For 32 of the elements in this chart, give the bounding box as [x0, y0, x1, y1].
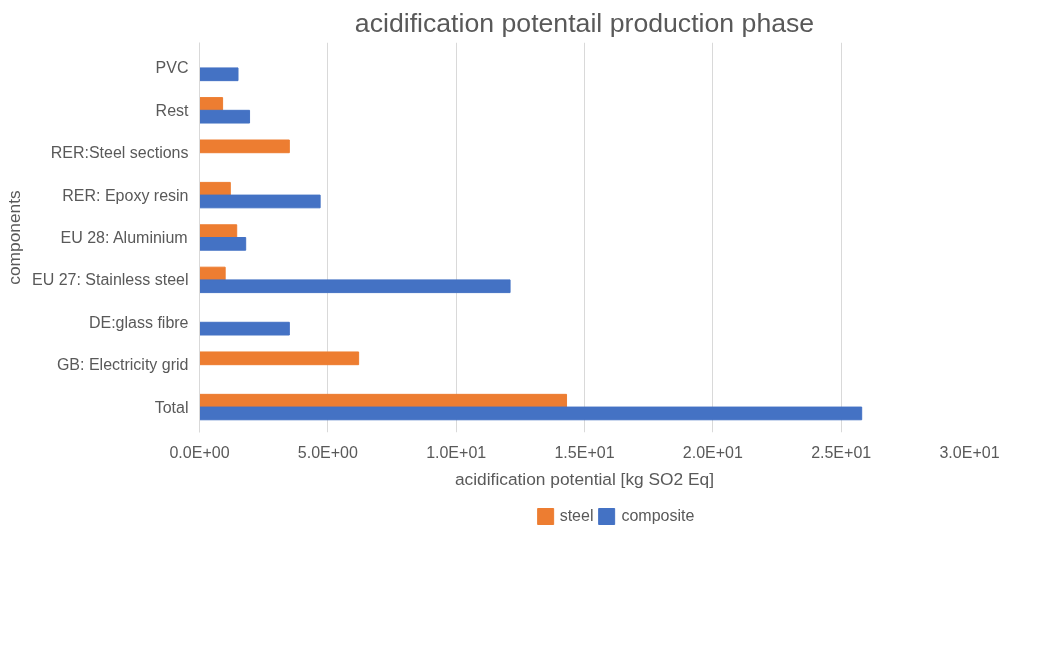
bar [199, 67, 239, 82]
x-tick-label: 2.5E+01 [811, 443, 872, 461]
y-tick-label: GB: Electricity grid [56, 356, 189, 374]
bar [199, 97, 224, 111]
legend-label: steel [559, 507, 594, 525]
y-tick-label: Total [154, 398, 189, 416]
bar [199, 406, 863, 421]
y-tick-label: EU 27: Stainless steel [31, 271, 189, 289]
x-tick-label: 3.0E+01 [939, 443, 1000, 461]
bar [199, 224, 238, 238]
x-tick-label: 5.0E+00 [297, 443, 358, 461]
x-tick-label: 2.0E+01 [682, 443, 743, 461]
y-tick-label: RER: Epoxy resin [62, 186, 189, 204]
legend-label: composite [621, 507, 695, 525]
bar [199, 351, 360, 366]
y-tick-label: EU 28: Aluminium [60, 229, 188, 246]
y-tick-label: Rest [155, 101, 190, 119]
y-tick-label: DE:glass fibre [88, 313, 189, 331]
bar [199, 109, 251, 124]
bar [199, 279, 511, 294]
chart-title: acidification potentail production phase [354, 7, 815, 38]
x-tick-label: 0.0E+00 [169, 443, 230, 461]
y-axis-title: components [3, 189, 24, 285]
y-tick-label: PVC [155, 59, 189, 77]
bar [199, 139, 290, 154]
bar [199, 321, 290, 336]
x-axis-title: acidification potential [kg SO2 Eq] [454, 468, 715, 489]
x-tick-label: 1.5E+01 [554, 443, 615, 461]
bar [199, 194, 321, 209]
y-tick-label: RER:Steel sections [50, 144, 189, 162]
bar [199, 237, 247, 251]
x-tick-label: 1.0E+01 [426, 443, 487, 461]
